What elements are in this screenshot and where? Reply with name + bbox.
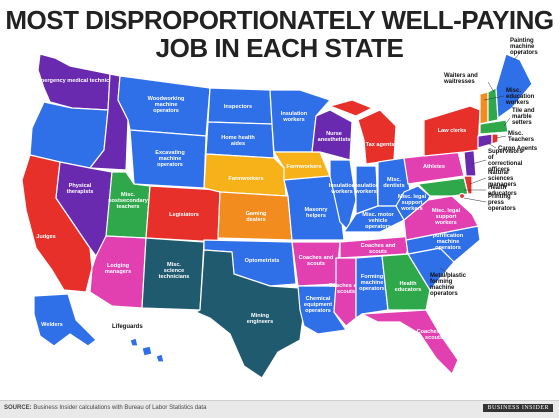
state-de-label: Natural sciences managers: [488, 170, 517, 188]
state-sd-label: Home health aides: [221, 135, 255, 147]
state-ok-label: Optometrists: [245, 258, 280, 264]
state-sd[interactable]: Home health aides: [205, 121, 275, 159]
state-ri-label: Misc. Teachers: [508, 131, 535, 143]
state-va-label: Misc. legal support workers: [432, 208, 461, 226]
state-mi-label: Tax agents: [366, 142, 395, 148]
state-wa-label: Emergency medical technicians: [36, 78, 121, 84]
state-al-label: Forming machine operators: [359, 274, 385, 292]
state-nd[interactable]: Inspectors: [207, 87, 273, 125]
source-note: SOURCE: Business Insider calculations wi…: [4, 405, 206, 411]
source-text: Business Insider calculations with Burea…: [33, 405, 207, 411]
state-ia-label: Farmworkers: [286, 164, 321, 170]
state-ma[interactable]: [479, 119, 509, 135]
state-ne[interactable]: Farmworkers: [203, 153, 287, 197]
state-ct-label: Cargo Agents: [498, 146, 538, 152]
state-in[interactable]: Insulation workers: [353, 165, 380, 215]
state-ks-label: Gaming dealers: [246, 211, 267, 223]
state-nm-label: Misc. science technicians: [159, 262, 190, 280]
state-tx[interactable]: Mining engineers: [195, 249, 305, 379]
state-ri[interactable]: [491, 133, 499, 145]
state-ak-label: Welders: [41, 322, 63, 328]
state-ct[interactable]: [477, 133, 493, 149]
state-dc[interactable]: [458, 192, 466, 200]
state-la[interactable]: Chemical equipment operators: [297, 285, 347, 335]
state-tn-label: Coaches and scouts: [361, 243, 396, 255]
state-nd-label: Inspectors: [224, 104, 252, 110]
state-ne-label: Farmworkers: [228, 176, 263, 182]
state-ga[interactable]: Health educators: [381, 253, 431, 311]
state-nj[interactable]: [463, 149, 477, 177]
state-ms-label: Coaches and scouts: [329, 283, 364, 295]
state-md-label: Health educators: [488, 185, 517, 197]
state-me[interactable]: [495, 53, 533, 119]
state-ar[interactable]: Coaches and scouts: [291, 241, 341, 287]
state-in-label: Insulation workers: [353, 183, 380, 195]
state-wv-label: Misc. legal support workers: [398, 194, 427, 212]
state-pa-label: Athletes: [423, 164, 445, 170]
state-mt-label: Woodworking machine operators: [148, 96, 185, 114]
state-mt[interactable]: Woodworking machine operators: [117, 75, 211, 137]
state-nh-label: Waiters and waitresses: [443, 73, 478, 85]
state-tx-label: Mining engineers: [247, 313, 273, 325]
state-wy[interactable]: Excavating machine operators: [129, 129, 207, 189]
title-line-2: JOB IN EACH STATE: [155, 33, 404, 63]
state-ny[interactable]: Law clerks: [423, 105, 481, 157]
map-title: MOST DISPROPORTIONATELY WELL-PAYING JOB …: [0, 6, 559, 62]
state-nv-label: Physical therapists: [67, 183, 94, 195]
state-mo[interactable]: Masonry helpers: [283, 175, 345, 241]
state-sc-label: Metal/plastic forming machine operators: [430, 273, 467, 297]
state-al[interactable]: Forming machine operators: [355, 255, 389, 319]
state-dc-label: Printing press operators: [488, 194, 516, 212]
state-mo-label: Masonry helpers: [304, 207, 328, 219]
state-hi-label: Lifeguards: [112, 324, 143, 330]
state-ut-label: Misc. postsecondary teachers: [108, 192, 149, 210]
state-az-label: Lodging managers: [105, 263, 131, 275]
state-oh-label: Misc. dentists: [383, 177, 404, 189]
state-tn[interactable]: Coaches and scouts: [339, 235, 415, 259]
footer-bar: SOURCE: Business Insider calculations wi…: [0, 400, 559, 418]
state-ar-label: Coaches and scouts: [299, 255, 334, 267]
state-ak[interactable]: Welders: [33, 293, 97, 347]
state-nj-label: Supervisors of correctional officers: [488, 149, 523, 173]
state-nm[interactable]: Misc. science technicians: [141, 237, 205, 311]
state-fl[interactable]: Coaches and scouts: [361, 309, 459, 375]
state-vt-label: Misc. education workers: [505, 88, 535, 106]
state-mn-label: Insulation workers: [281, 111, 308, 123]
state-la-label: Chemical equipment operators: [304, 296, 332, 314]
state-me-label: Painting machine operators: [510, 38, 538, 56]
state-wv[interactable]: [395, 185, 431, 221]
state-wa[interactable]: Emergency medical technicians: [36, 53, 121, 111]
title-line-1: MOST DISPROPORTIONATELY WELL-PAYING: [5, 5, 554, 35]
state-hi[interactable]: [129, 337, 165, 363]
state-va[interactable]: Misc. legal support workers: [403, 195, 479, 241]
state-co-label: Legislators: [169, 212, 199, 218]
state-wi-label: Nurse anesthetists: [318, 131, 351, 143]
state-ga-label: Health educators: [395, 281, 422, 293]
source-label: SOURCE:: [4, 405, 32, 411]
state-co[interactable]: Legislators: [145, 185, 221, 243]
business-insider-logo: BUSINESS INSIDER: [483, 404, 553, 412]
ne-callouts: Painting machine operators Waiters and wait…: [398, 38, 538, 297]
state-ky-label: Misc. motor vehicle operators: [362, 212, 394, 230]
state-ma-label: Tile and marble setters: [512, 108, 535, 126]
state-vt[interactable]: [479, 91, 489, 125]
state-wi[interactable]: Nurse anesthetists: [311, 109, 353, 161]
state-nh[interactable]: [487, 87, 499, 123]
state-ca-label: Judges: [36, 234, 56, 240]
state-az[interactable]: Lodging managers: [89, 235, 147, 309]
state-ks[interactable]: Gaming dealers: [217, 191, 293, 241]
state-il-label: Insulation workers: [329, 183, 356, 195]
state-fl-label: Coaches and scouts: [417, 329, 452, 341]
state-wy-label: Excavating machine operators: [155, 150, 185, 168]
state-ny-label: Law clerks: [438, 128, 467, 134]
